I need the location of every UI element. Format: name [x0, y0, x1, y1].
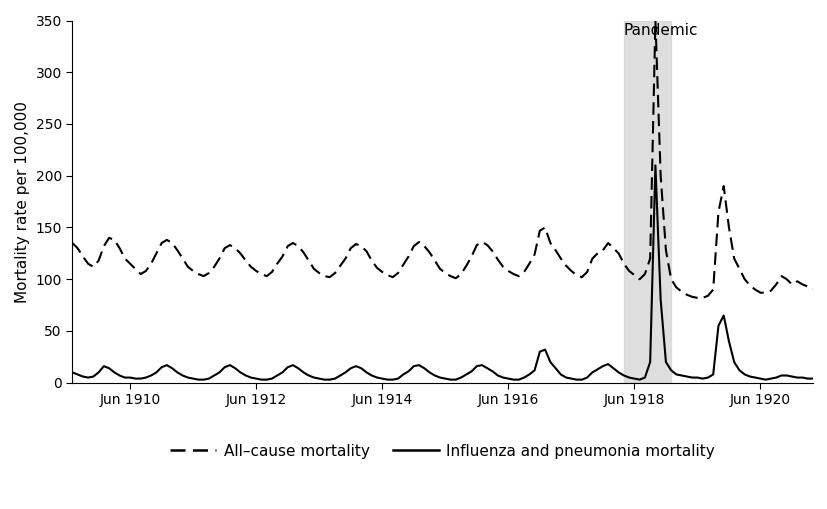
- Line: Influenza and pneumonia mortality: Influenza and pneumonia mortality: [72, 165, 823, 380]
- Influenza and pneumonia mortality: [681, 374, 691, 380]
- All–cause mortality: [120, 256, 130, 262]
- All–cause mortality: [676, 289, 686, 295]
- All–cause mortality: [178, 256, 188, 262]
- Influenza and pneumonia mortality: [608, 365, 618, 371]
- Influenza and pneumonia mortality: [67, 370, 77, 376]
- Influenza and pneumonia mortality: [691, 375, 701, 381]
- Bar: [623, 20, 671, 383]
- Influenza and pneumonia mortality: [818, 377, 827, 383]
- All–cause mortality: [686, 294, 696, 300]
- Influenza and pneumonia mortality: [178, 373, 188, 379]
- All–cause mortality: [67, 240, 77, 246]
- Legend: All–cause mortality, Influenza and pneumonia mortality: All–cause mortality, Influenza and pneum…: [164, 437, 720, 465]
- All–cause mortality: [602, 240, 612, 246]
- Influenza and pneumonia mortality: [304, 373, 313, 379]
- All–cause mortality: [691, 295, 701, 301]
- Y-axis label: Mortality rate per 100,000: Mortality rate per 100,000: [15, 101, 30, 302]
- Influenza and pneumonia mortality: [650, 162, 660, 168]
- All–cause mortality: [818, 288, 827, 294]
- Influenza and pneumonia mortality: [194, 377, 203, 383]
- Text: Pandemic: Pandemic: [623, 22, 697, 38]
- All–cause mortality: [650, 17, 660, 23]
- Line: All–cause mortality: All–cause mortality: [72, 20, 823, 298]
- Influenza and pneumonia mortality: [120, 375, 130, 381]
- All–cause mortality: [299, 249, 308, 256]
